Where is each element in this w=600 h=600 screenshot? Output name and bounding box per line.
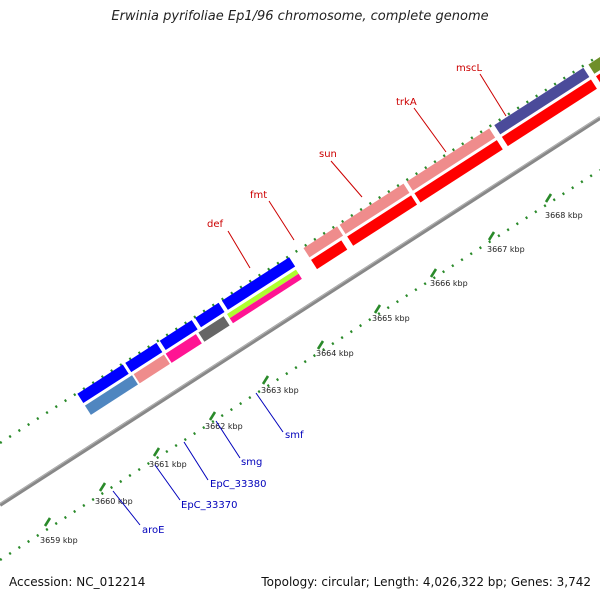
gene-def [303,226,344,258]
scale-label: 3664 kbp [316,349,354,358]
major-ticks [43,193,553,527]
gene-label-fmt: fmt [250,190,267,201]
gene-steel [84,375,138,415]
gene-blue [77,364,129,404]
genome-summary: Topology: circular; Length: 4,026,322 bp… [261,575,591,589]
scale-label: 3666 kbp [430,279,468,288]
gene-label-def: def [207,219,224,230]
scale-label: 3663 kbp [261,386,299,395]
bottom-gene-leaders [112,392,284,526]
gene-smf [227,269,299,319]
scale-label: 3661 kbp [149,460,187,469]
scale-label: 3660 kbp [95,497,133,506]
gene-label-EpC_33370: EpC_33370 [181,500,237,511]
accession-label: Accession: NC_012214 [9,575,146,589]
scale-label: 3667 kbp [487,245,525,254]
scale-label: 3662 kbp [205,422,243,431]
genome-backbone [0,116,600,507]
gene-label-aroE: aroE [142,525,164,536]
cds-red [501,79,597,147]
outer-tick-rail-lower [0,168,600,562]
gene-smg [198,316,230,342]
gene-blue [159,320,198,350]
gene-label-smg: smg [241,457,262,468]
cds-red [311,240,348,270]
scale-label: 3668 kbp [545,211,583,220]
gene-EpC_33380 [165,334,202,363]
gene-trkA [494,67,590,135]
gene-mscL [588,48,600,74]
gene-label-sun: sun [319,149,337,160]
scale-label: 3665 kbp [372,314,410,323]
gene-blue [195,302,225,328]
gene-label-mscL: mscL [456,63,482,74]
gene-EpC_33370 [133,354,170,384]
gene-fmt [339,183,410,235]
map-title: Erwinia pyrifoliae Ep1/96 chromosome, co… [111,9,489,24]
gene-label-trkA: trkA [396,97,417,108]
outer-tick-rail-upper [0,53,600,445]
gene-blue [125,342,163,373]
gene-label-EpC_33380: EpC_33380 [210,479,266,490]
gene-sun [406,128,496,191]
gene-blue [221,257,296,310]
gene-label-smf: smf [285,430,304,441]
top-gene-leaders [227,73,507,269]
cds-red [347,195,418,246]
cds-red [414,140,503,203]
scale-label: 3659 kbp [40,536,78,545]
gene-smf [229,273,302,324]
